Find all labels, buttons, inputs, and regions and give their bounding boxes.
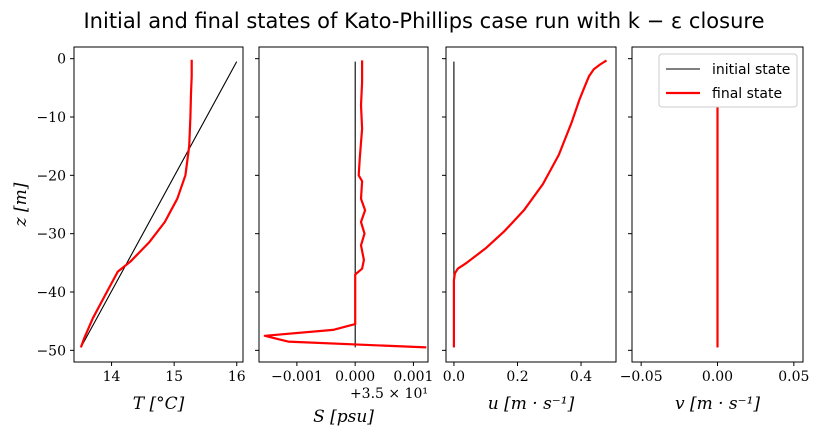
series-line-initial-state (80, 61, 238, 348)
y-tick-label: 0 (57, 52, 66, 68)
x-tick-label: 0.000 (335, 369, 375, 385)
y-axis-label: z [m] (11, 182, 31, 227)
x-tick-label: 16 (228, 369, 246, 385)
y-tick-label: −40 (36, 285, 66, 301)
x-tick-label: 0.0 (443, 369, 465, 385)
panels-group: 0 −10 −20 −30 −40 −50 14 15 16 T [°C] z [m] −0.001 0… (11, 46, 809, 427)
panel-2: −0.001 0.000 0.001+3.5 × 10¹ S [psu] (255, 46, 433, 427)
axes-frame (445, 46, 617, 363)
x-tick-label: 0.4 (570, 369, 592, 385)
legend-label: final state (712, 86, 782, 102)
x-tick-label: 0.05 (778, 369, 809, 385)
x-tick-label: 0.00 (702, 369, 733, 385)
series-line-final-state (79, 59, 193, 348)
x-axis-label: v [m · s⁻¹] (675, 394, 760, 414)
series-line-final-state (263, 60, 427, 349)
panel-1: 0 −10 −20 −30 −40 −50 14 15 16 T [°C] z [m] (11, 46, 246, 414)
x-offset-text: +3.5 × 10¹ (350, 386, 428, 402)
chart-title: Initial and final states of Kato-Phillip… (83, 9, 764, 33)
x-tick-label: 14 (103, 369, 121, 385)
legend-label: initial state (712, 62, 790, 78)
y-tick-label: −20 (36, 168, 66, 184)
x-tick-label: −0.05 (620, 369, 663, 385)
x-tick-label: 0.001 (393, 369, 433, 385)
x-axis-label: S [psu] (313, 407, 374, 427)
x-tick-label: 15 (165, 369, 183, 385)
x-tick-label: 0.2 (506, 369, 528, 385)
series-line-final-state (452, 59, 608, 348)
y-tick-label: −30 (36, 227, 66, 243)
axes-frame (73, 46, 244, 363)
panel-3: 0.0 0.2 0.4 u [m · s⁻¹] (442, 46, 617, 414)
x-axis-label: u [m · s⁻¹] (488, 394, 575, 414)
panel-4: −0.05 0.00 0.05 v [m · s⁻¹] initial state fin… (620, 46, 809, 414)
x-tick-label: −0.001 (271, 369, 323, 385)
axes-frame (258, 46, 429, 363)
x-axis-label: T [°C] (133, 394, 185, 414)
legend: initial state final state (658, 53, 798, 108)
y-tick-label: −10 (36, 110, 66, 126)
y-tick-label: −50 (36, 343, 66, 359)
